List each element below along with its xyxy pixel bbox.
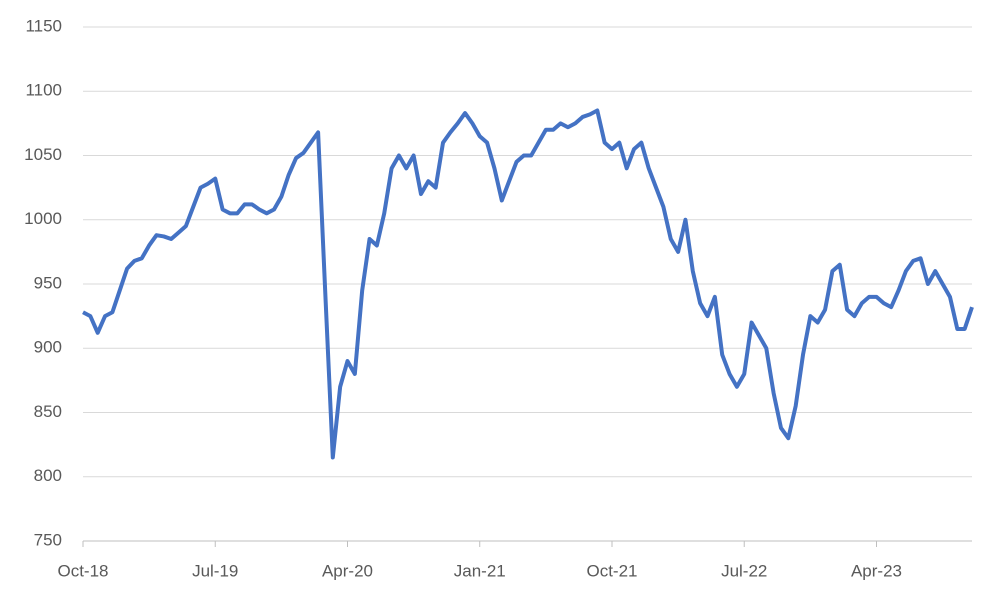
y-tick-label: 1050 <box>24 145 62 164</box>
y-tick-label: 950 <box>34 273 62 292</box>
line-series <box>82 108 974 460</box>
y-tick-label: 1000 <box>24 209 62 228</box>
y-tick-label: 800 <box>34 466 62 485</box>
y-tick-label: 1150 <box>25 16 62 35</box>
x-tick-label: Apr-20 <box>322 561 373 580</box>
x-tick-label: Apr-23 <box>851 561 902 580</box>
y-tick-label: 850 <box>34 402 62 421</box>
x-tick-label: Jan-21 <box>454 561 506 580</box>
x-tick-label: Jul-19 <box>192 561 238 580</box>
y-tick-label: 1100 <box>25 81 62 100</box>
x-tick-label: Jul-22 <box>721 561 767 580</box>
y-tick-label: 900 <box>34 338 62 357</box>
x-tick-label: Oct-21 <box>586 561 637 580</box>
x-tick-label: Oct-18 <box>57 561 108 580</box>
y-tick-label: 750 <box>34 530 62 549</box>
